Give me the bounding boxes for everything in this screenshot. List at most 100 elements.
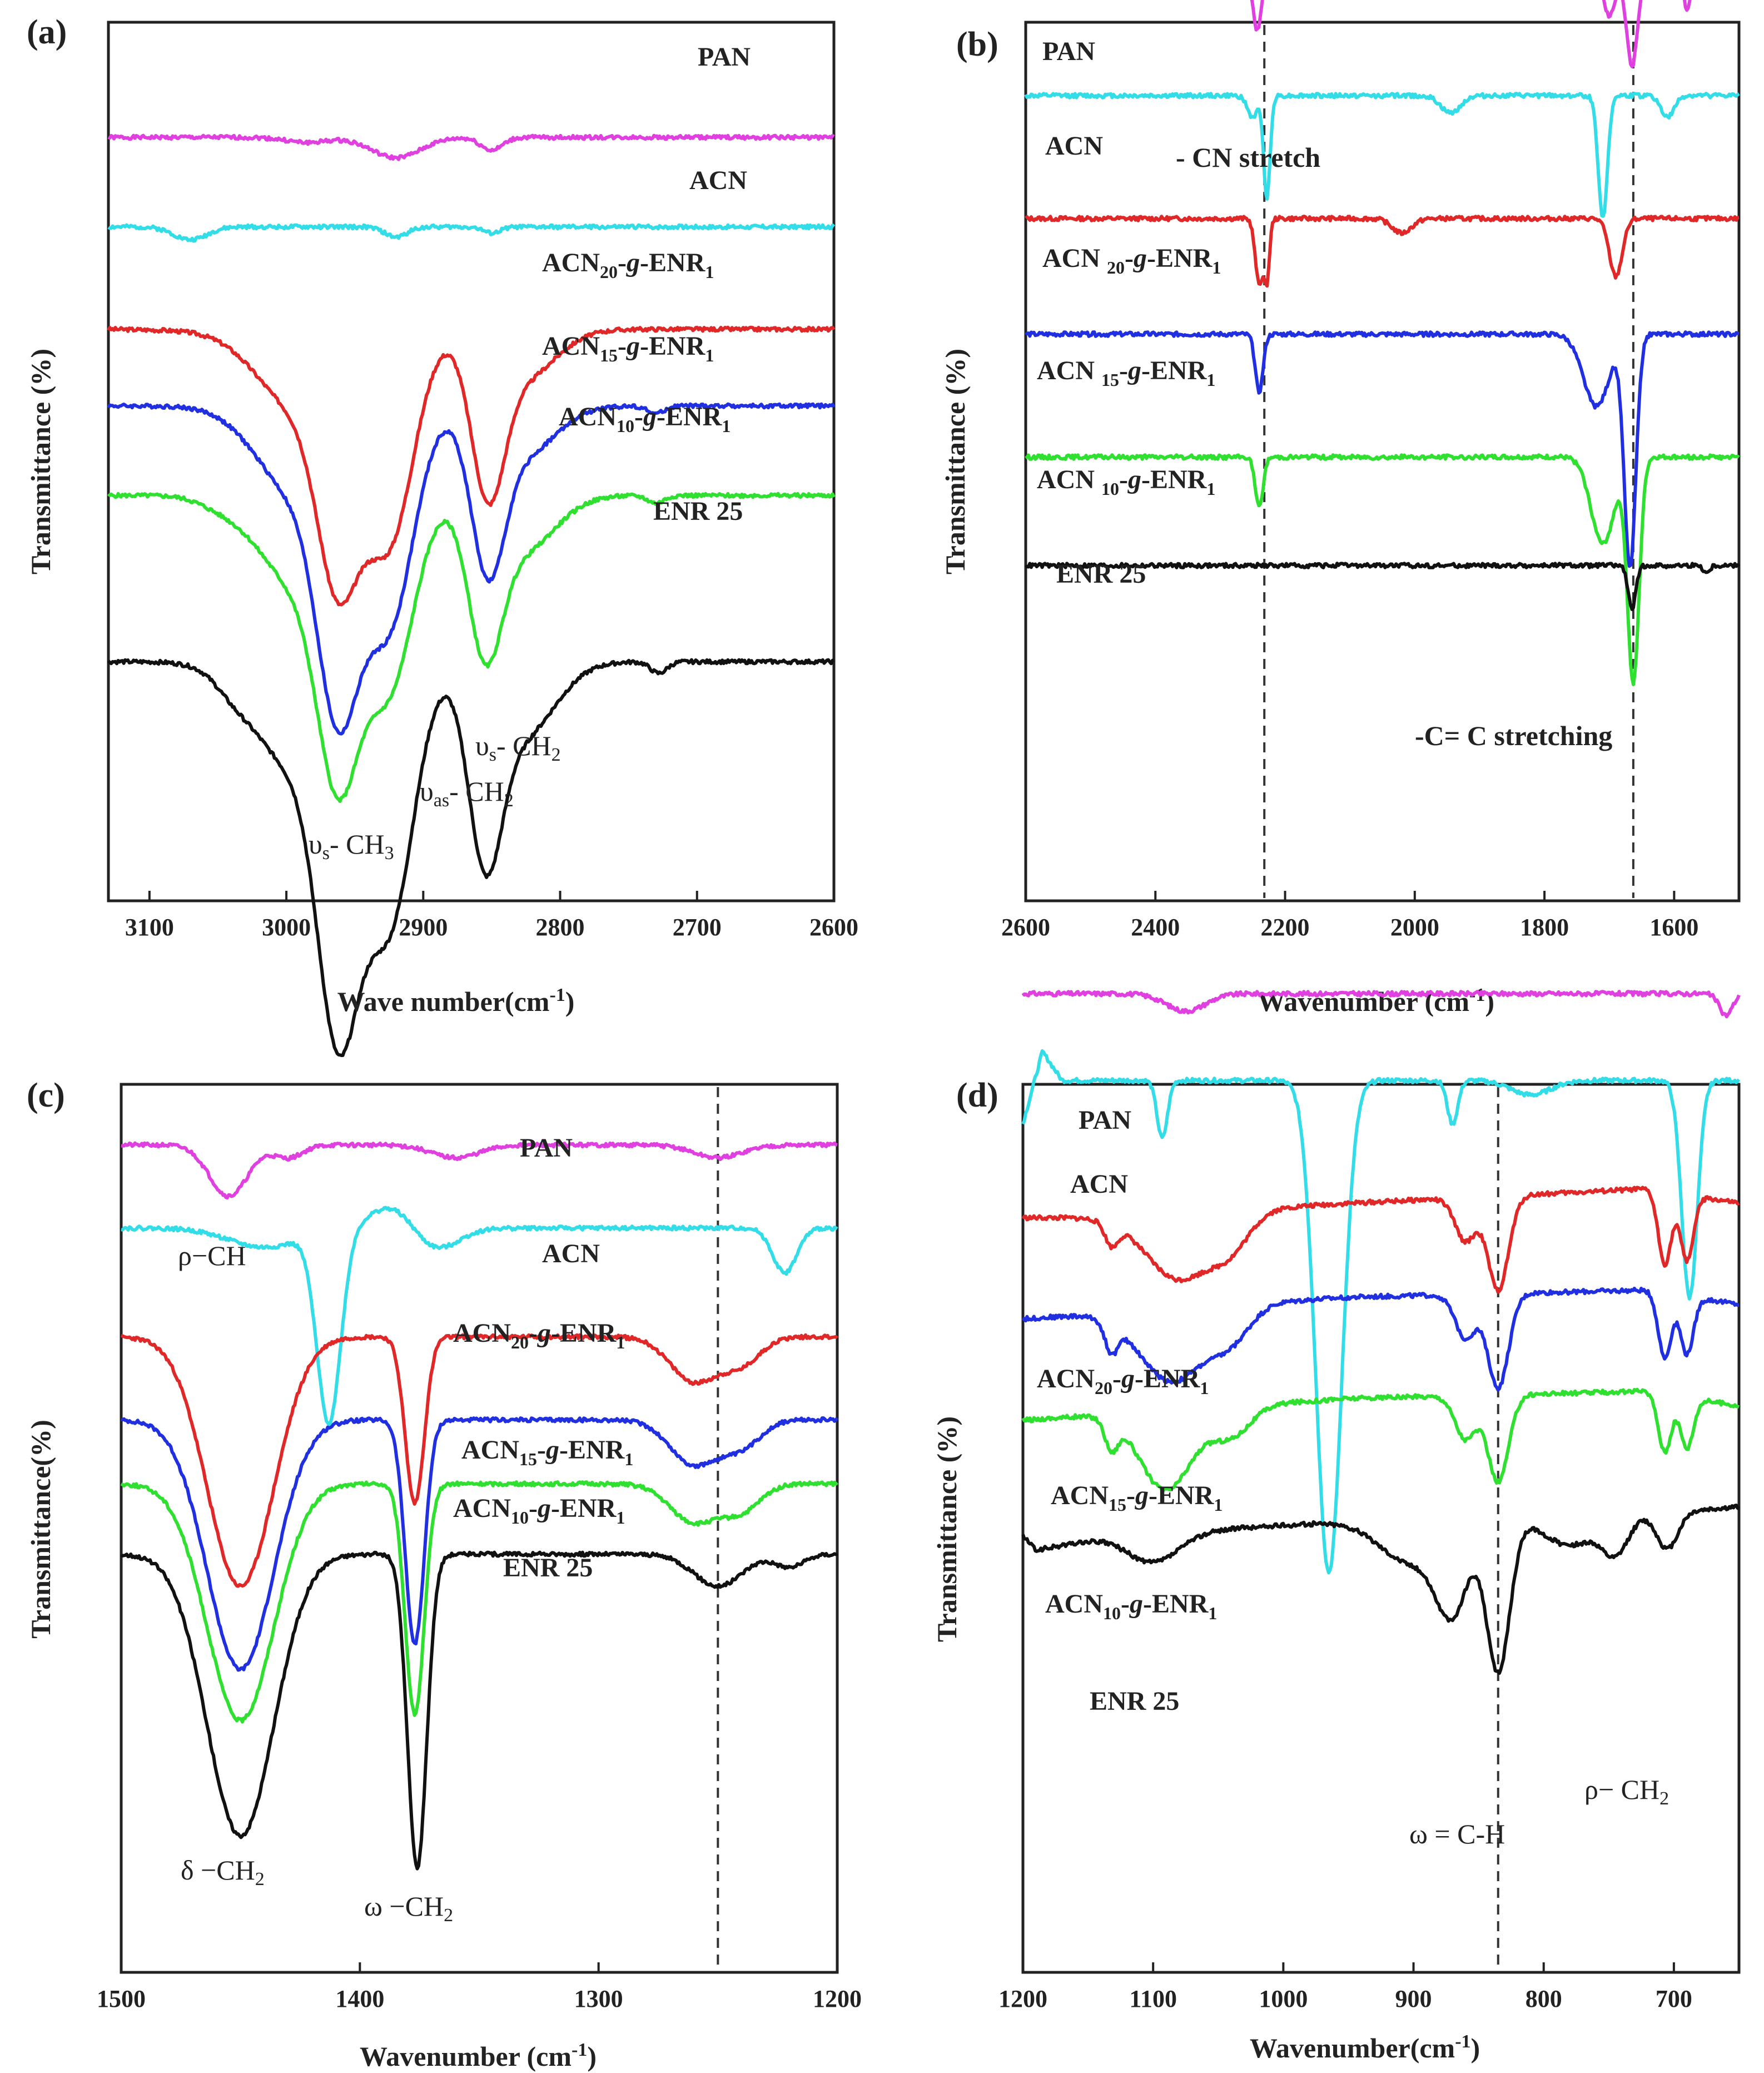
label-b-acn20: ACN 20-g-ENR1 [1042, 244, 1221, 277]
panel-b-ticks: 2600 2400 2200 2000 1800 1600 [1001, 891, 1698, 941]
series-line [1025, 330, 1740, 568]
label-a-acn15: ACN15-g-ENR1 [542, 331, 714, 365]
series-line [120, 1480, 839, 1724]
series-line [1250, 0, 1692, 68]
x-tick-label: 1800 [1520, 914, 1569, 941]
annot-c-rho: ρ−CH [178, 1240, 246, 1271]
panel-c-frame [120, 1083, 839, 1974]
panel-b-frame [1024, 21, 1741, 902]
label-d-acn10: ACN10-g-ENR1 [1045, 1589, 1217, 1623]
panel-a-letter: (a) [27, 13, 67, 51]
panel-c-ticks: 1500 1400 1300 1200 [97, 1962, 862, 2012]
label-a-pan: PAN [698, 42, 751, 72]
x-tick-label: 2000 [1390, 914, 1439, 941]
label-c-enr25: ENR 25 [503, 1553, 593, 1583]
x-tick-label: 3000 [262, 914, 311, 941]
label-a-acn10: ACN10-g-ENR1 [559, 402, 731, 436]
series-line [1025, 562, 1741, 611]
x-tick-label: 2600 [1001, 914, 1050, 941]
label-d-acn20: ACN20-g-ENR1 [1037, 1364, 1209, 1398]
annot-b-cc: -C= C stretching [1415, 720, 1612, 751]
label-a-acn: ACN [689, 166, 747, 195]
annot-a-as-ch2: υas- CH2 [420, 776, 514, 811]
x-tick-label: 2700 [673, 914, 722, 941]
x-tick-label: 1300 [574, 1985, 623, 2012]
panel-d-frame [1021, 1083, 1741, 1974]
annot-a-ch3: υs- CH3 [309, 829, 394, 864]
series-line [1021, 990, 1741, 1019]
annot-d-omega: ω = C-H [1409, 1818, 1505, 1849]
panel-b-xlabel: Wavenumber (cm-1) [1258, 985, 1494, 1018]
label-d-enr25: ENR 25 [1090, 1687, 1179, 1716]
panel-a: (a) 3100 3000 2900 2800 2700 2600 Transmittan… [25, 13, 858, 1057]
annot-a-s-ch2: υs- CH2 [475, 730, 561, 765]
series-line [1024, 92, 1740, 218]
label-b-acn15: ACN 15-g-ENR1 [1037, 356, 1215, 390]
panel-b: (b) 2600 2400 2200 2000 1800 1600 Transmittan… [940, 0, 1741, 1018]
panel-d-curves [1021, 990, 1741, 1675]
panel-c-ylabel: Transmittance(%) [25, 1420, 56, 1638]
series-line [120, 1550, 838, 1871]
panel-d-ticks: 1200 1100 1000 900 800 700 [998, 1962, 1692, 2012]
panel-b-vlines [1263, 25, 1634, 898]
panel-a-curves [107, 133, 836, 1057]
panel-d-ylabel: Transmittance (%) [931, 1416, 962, 1642]
panel-b-letter: (b) [956, 26, 998, 63]
x-tick-label: 2400 [1131, 914, 1180, 941]
panel-c: (c) 1500 1400 1300 1200 Transmittance(%) Wa… [25, 1077, 862, 2072]
panel-b-ylabel: Transmittance (%) [940, 349, 971, 574]
x-tick-label: 1000 [1259, 1985, 1308, 2012]
x-tick-label: 1400 [335, 1985, 384, 2012]
x-tick-label: 1200 [998, 1985, 1047, 2012]
x-tick-label: 2600 [809, 914, 858, 941]
label-a-acn20: ACN20-g-ENR1 [542, 248, 714, 282]
panel-c-letter: (c) [27, 1077, 65, 1114]
series-line [1021, 1504, 1740, 1675]
series-line [107, 133, 835, 161]
label-c-acn20: ACN20-g-ENR1 [453, 1318, 625, 1352]
x-tick-label: 1600 [1649, 914, 1698, 941]
x-tick-label: 1200 [813, 1985, 862, 2012]
panel-d-xlabel: Wavenumber(cm-1) [1250, 2031, 1480, 2064]
series-line [107, 325, 836, 607]
x-tick-label: 700 [1656, 1985, 1692, 2012]
label-b-acn10: ACN 10-g-ENR1 [1037, 465, 1215, 499]
annot-b-cn: - CN stretch [1176, 142, 1320, 173]
annot-c-omega: ω −CH2 [364, 1891, 453, 1926]
annot-d-rho: ρ− CH2 [1584, 1774, 1669, 1809]
series-line [1021, 1287, 1740, 1392]
series-line [120, 1416, 839, 1672]
label-d-pan: PAN [1079, 1105, 1131, 1135]
series-line [107, 658, 834, 1057]
panel-d-letter: (d) [956, 1077, 998, 1114]
label-b-pan: PAN [1042, 37, 1095, 66]
label-d-acn: ACN [1070, 1169, 1128, 1199]
label-c-pan: PAN [520, 1133, 573, 1163]
x-tick-label: 2800 [536, 914, 585, 941]
panel-c-curves [120, 1141, 839, 1871]
panel-c-xlabel: Wavenumber (cm-1) [360, 2040, 597, 2072]
series-line [107, 402, 836, 736]
annot-c-delta: δ −CH2 [181, 1854, 265, 1889]
label-c-acn10: ACN10-g-ENR1 [453, 1494, 625, 1528]
label-d-acn15: ACN15-g-ENR1 [1051, 1481, 1223, 1515]
series-line [107, 492, 836, 804]
label-c-acn15: ACN15-g-ENR1 [461, 1435, 633, 1469]
label-c-acn: ACN [542, 1239, 600, 1268]
panel-a-ticks: 3100 3000 2900 2800 2700 2600 [125, 891, 858, 941]
panel-a-xlabel: Wave number(cm-1) [337, 985, 575, 1018]
x-tick-label: 1100 [1129, 1985, 1177, 2012]
x-tick-label: 900 [1395, 1985, 1432, 2012]
series-line [1025, 453, 1740, 686]
label-a-enr25: ENR 25 [653, 497, 743, 526]
series-line [1021, 1049, 1741, 1575]
series-line [1021, 1387, 1740, 1492]
x-tick-label: 800 [1526, 1985, 1562, 2012]
panel-b-curves [1024, 0, 1741, 686]
series-line [121, 1141, 838, 1200]
x-tick-label: 3100 [125, 914, 174, 941]
series-line [1021, 1186, 1740, 1294]
series-line [1024, 215, 1740, 288]
series-line [121, 1333, 839, 1588]
